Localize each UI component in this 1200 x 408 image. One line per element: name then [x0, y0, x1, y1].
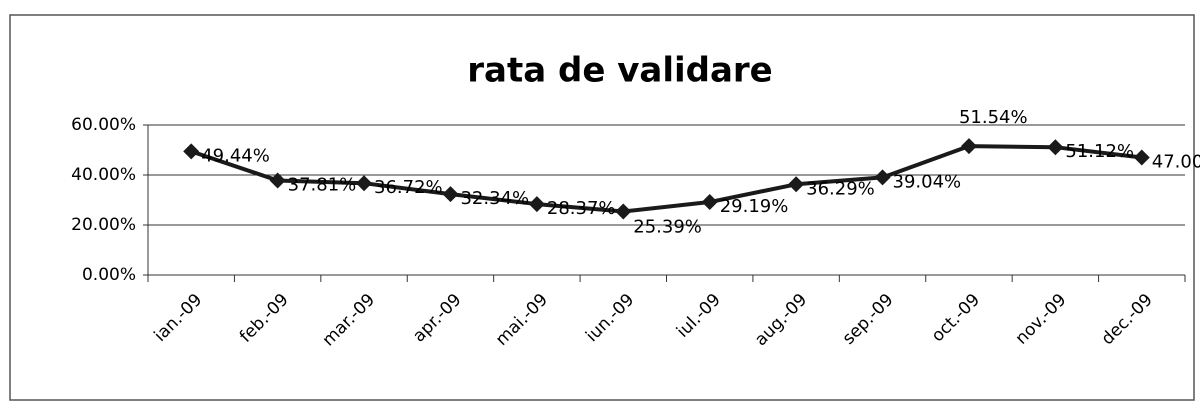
data-point: [528, 196, 545, 213]
data-point: [615, 203, 632, 220]
data-label: 25.39%: [633, 217, 702, 238]
data-label: 51.12%: [1065, 141, 1134, 162]
data-label: 51.54%: [959, 107, 1028, 128]
data-line: [190, 144, 1143, 214]
data-label: 37.81%: [288, 174, 357, 195]
data-label: 32.34%: [460, 188, 529, 209]
data-label: 36.29%: [806, 178, 875, 199]
data-label: 28.37%: [547, 198, 616, 219]
data-point: [269, 172, 286, 189]
data-point: [1047, 139, 1064, 156]
data-point: [788, 176, 805, 193]
y-tick-label: 40.00%: [71, 165, 136, 185]
y-tick-label: 20.00%: [71, 215, 136, 235]
data-label: 47.00%: [1152, 152, 1200, 173]
y-tick-label: 0.00%: [82, 265, 136, 285]
data-label: 49.44%: [201, 145, 270, 166]
data-point: [874, 169, 891, 186]
data-point: [960, 138, 977, 155]
data-point: [701, 194, 718, 211]
data-point: [1133, 149, 1150, 166]
data-label: 36.72%: [374, 177, 443, 198]
chart-border: [9, 14, 1195, 401]
data-label: 39.04%: [893, 171, 962, 192]
y-tick-label: 60.00%: [71, 115, 136, 135]
data-point: [442, 186, 459, 203]
data-point: [356, 175, 373, 192]
data-point: [183, 143, 200, 160]
data-label: 29.19%: [720, 196, 789, 217]
chart-title: rata de validare: [467, 51, 773, 91]
